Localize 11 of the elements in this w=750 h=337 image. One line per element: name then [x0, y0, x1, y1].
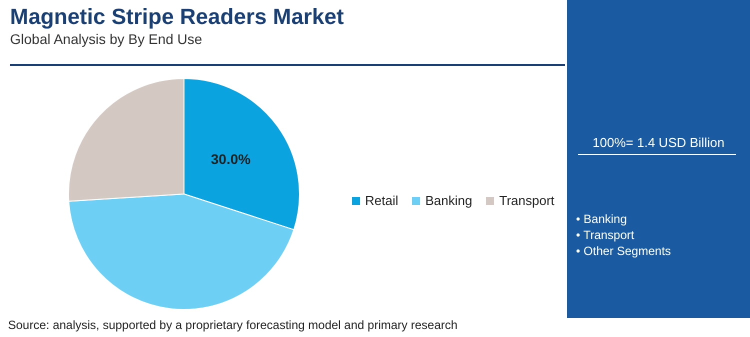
text: • Other Segments — [576, 243, 671, 259]
source-note: Source: analysis, supported by a proprietary forecasting model and primary research — [8, 318, 458, 332]
data-label: 30.0% — [210, 150, 252, 167]
text: • Banking — [576, 211, 628, 227]
chart-title: Magnetic Stripe Readers Market — [10, 4, 344, 30]
legend-label: Banking — [424, 193, 472, 208]
legend-label: Retail — [364, 193, 398, 208]
text: • Transport — [576, 227, 636, 243]
legend-label: Transport — [498, 193, 554, 208]
chart-subtitle: Global Analysis by By End Use — [10, 31, 202, 47]
text: 100%= 1.4 USD Billion — [592, 135, 726, 150]
